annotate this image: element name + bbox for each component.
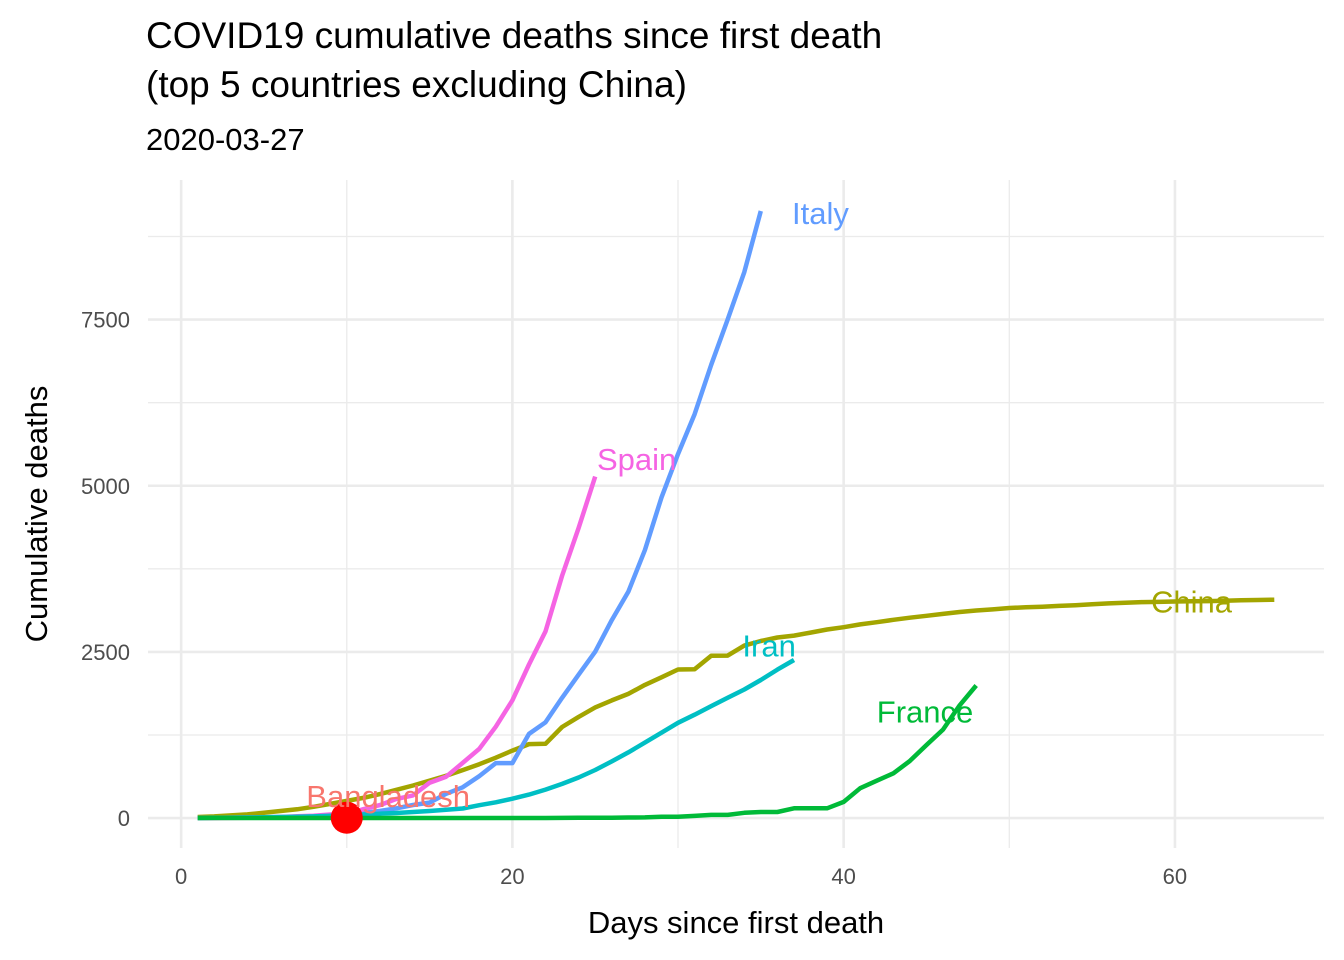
y-axis-title: Cumulative deaths <box>19 386 54 643</box>
chart-title-line-2: (top 5 countries excluding China) <box>146 64 687 105</box>
y-tick-label: 0 <box>118 806 130 831</box>
y-tick-label: 2500 <box>81 640 130 665</box>
series-label-bangladesh: Bangladesh <box>306 779 470 814</box>
series-labels: China Italy Spain Iran France Bangladesh <box>306 196 1232 814</box>
chart-title-line-1: COVID19 cumulative deaths since first de… <box>146 15 883 56</box>
series-line-iran <box>197 658 796 821</box>
x-tick-label: 20 <box>500 864 524 889</box>
series-point-bangladesh <box>330 801 363 834</box>
x-tick-label: 60 <box>1163 864 1187 889</box>
x-tick-label: 0 <box>175 864 187 889</box>
series-label-italy: Italy <box>792 196 849 231</box>
series-line-france <box>197 684 978 821</box>
grid <box>148 180 1324 848</box>
series-label-france: France <box>877 695 973 730</box>
series-line-italy <box>197 210 763 821</box>
y-tick-label: 5000 <box>81 474 130 499</box>
x-axis-title: Days since first death <box>588 905 884 940</box>
series-line-china <box>197 597 1275 820</box>
series-label-china: China <box>1151 584 1233 619</box>
series-label-spain: Spain <box>597 442 676 477</box>
series-label-iran: Iran <box>742 628 795 663</box>
series-line-spain <box>197 475 598 821</box>
chart-subtitle: 2020-03-27 <box>146 122 305 157</box>
y-tick-label: 7500 <box>81 308 130 333</box>
series-lines <box>197 210 1275 834</box>
axis-ticks: 0 20 40 60 0 2500 5000 7500 <box>81 308 1187 889</box>
x-tick-label: 40 <box>831 864 855 889</box>
